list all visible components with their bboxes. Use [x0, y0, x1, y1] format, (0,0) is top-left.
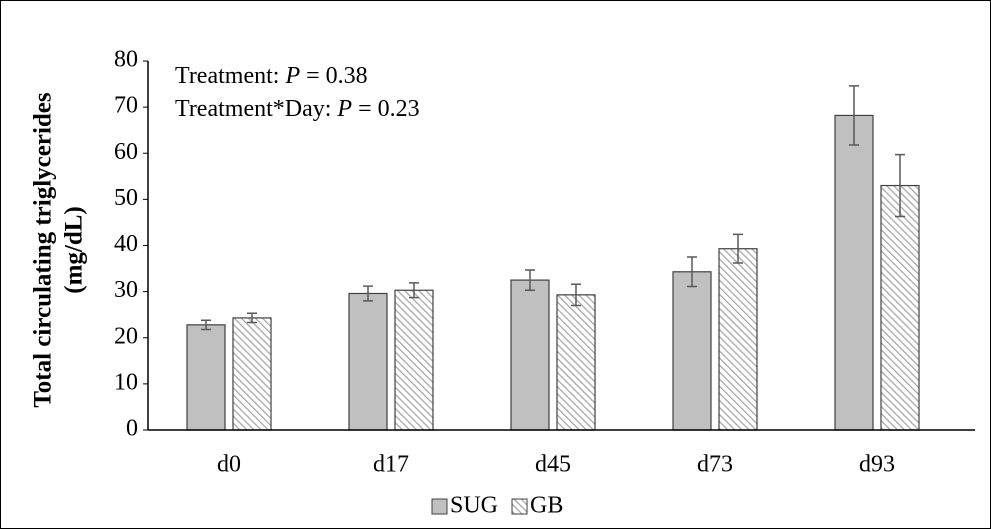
error-bar — [409, 282, 419, 299]
error-bar — [687, 256, 697, 288]
error-bar — [849, 85, 859, 146]
x-tick-label: d0 — [217, 452, 241, 478]
y-tick-label: 10 — [114, 369, 138, 395]
error-bar — [247, 312, 257, 324]
annotation: Treatment: P = 0.38 — [175, 63, 368, 89]
bar — [834, 114, 874, 431]
error-bar — [895, 153, 905, 218]
y-tick-label: 60 — [114, 139, 138, 165]
x-tick-label: d73 — [697, 452, 733, 478]
legend-label: SUG — [450, 493, 498, 519]
error-bar — [733, 233, 743, 264]
y-tick-label: 30 — [114, 277, 138, 303]
bar — [394, 289, 434, 431]
y-tick-label: 80 — [114, 47, 138, 73]
x-tick-label: d45 — [535, 452, 571, 478]
x-tick-label: d17 — [373, 452, 409, 478]
y-tick-label: 50 — [114, 185, 138, 211]
y-axis-label: Total circulating triglycerides — [30, 92, 57, 408]
bar — [556, 294, 596, 431]
legend-label: GB — [530, 493, 563, 519]
bar — [348, 292, 388, 431]
bar — [880, 184, 920, 431]
annotation: Treatment*Day: P = 0.23 — [175, 96, 420, 122]
bar — [718, 248, 758, 431]
y-tick-label: 70 — [114, 93, 138, 119]
error-bar — [525, 269, 535, 291]
bar — [232, 317, 272, 431]
error-bar — [363, 285, 373, 302]
legend-swatch — [511, 498, 528, 515]
bar — [672, 271, 712, 431]
y-tick-label: 20 — [114, 323, 138, 349]
error-bar — [571, 283, 581, 307]
legend-swatch — [431, 498, 448, 515]
error-bar — [201, 319, 211, 331]
y-axis-label: (mg/dL) — [61, 206, 88, 294]
y-tick-label: 40 — [114, 231, 138, 257]
x-tick-label: d93 — [859, 452, 895, 478]
bar — [186, 324, 226, 431]
y-tick-label: 0 — [126, 416, 138, 442]
bar — [510, 279, 550, 431]
